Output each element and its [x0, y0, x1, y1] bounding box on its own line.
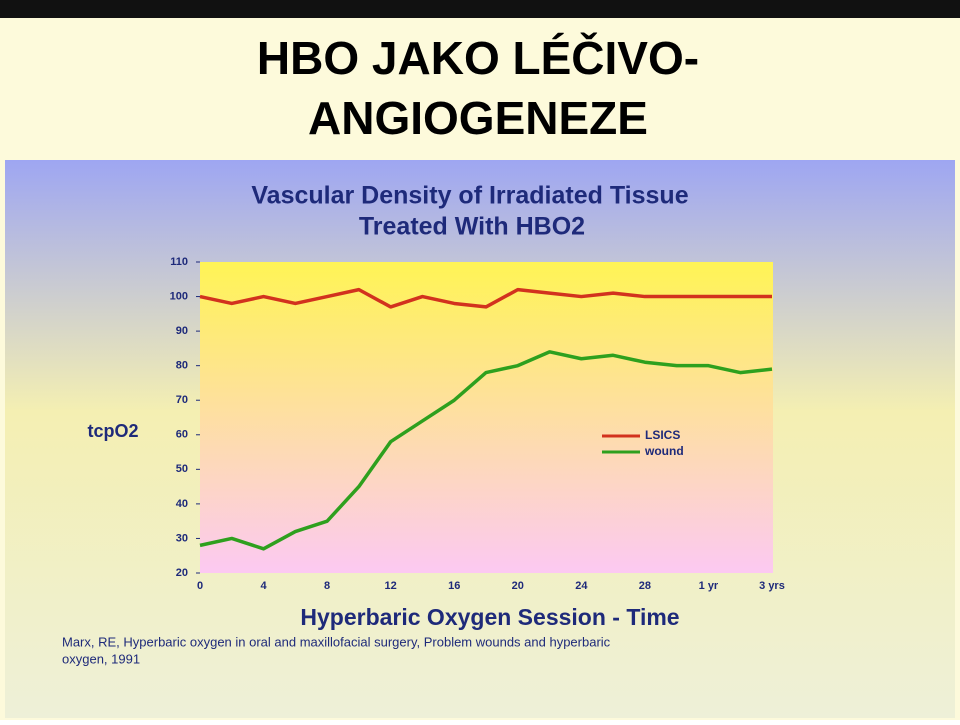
legend-label: LSICS [645, 428, 680, 442]
y-axis-label: tcpO2 [87, 421, 138, 441]
x-tick-label: 28 [639, 580, 651, 592]
slide-title: HBO JAKO LÉČIVO- [257, 32, 699, 84]
legend-label: wound [644, 444, 684, 458]
top-bar [0, 0, 960, 18]
y-tick-label: 70 [176, 394, 188, 406]
series-line [199, 350, 773, 551]
y-tick-label: 60 [176, 429, 188, 441]
x-tick-label: 12 [385, 580, 397, 592]
y-tick-label: 80 [176, 360, 188, 372]
plot-area [200, 262, 773, 573]
slide-title: ANGIOGENEZE [308, 92, 648, 144]
y-tick-label: 40 [176, 498, 188, 510]
series-line [199, 287, 772, 309]
chart-title: Treated With HBO2 [359, 213, 585, 241]
source-note: oxygen, 1991 [62, 651, 140, 666]
y-tick-label: 110 [170, 256, 188, 268]
source-note: Marx, RE, Hyperbaric oxygen in oral and … [62, 634, 611, 649]
x-tick-label: 0 [197, 580, 203, 592]
chart-title: Vascular Density of Irradiated Tissue [251, 182, 688, 210]
y-tick-label: 90 [176, 325, 188, 337]
x-tick-label: 4 [260, 580, 267, 592]
x-tick-label: 20 [512, 580, 524, 592]
y-tick-label: 50 [176, 463, 188, 475]
x-tick-label: 8 [324, 580, 330, 592]
x-tick-label: 24 [575, 580, 588, 592]
y-tick-label: 20 [176, 567, 188, 579]
y-tick-label: 100 [170, 290, 188, 302]
x-axis-label: Hyperbaric Oxygen Session - Time [300, 604, 679, 630]
y-tick-label: 30 [176, 532, 188, 544]
x-tick-label: 16 [448, 580, 460, 592]
x-tick-label: 1 yr [699, 580, 719, 592]
x-tick-label: 3 yrs [759, 580, 785, 592]
